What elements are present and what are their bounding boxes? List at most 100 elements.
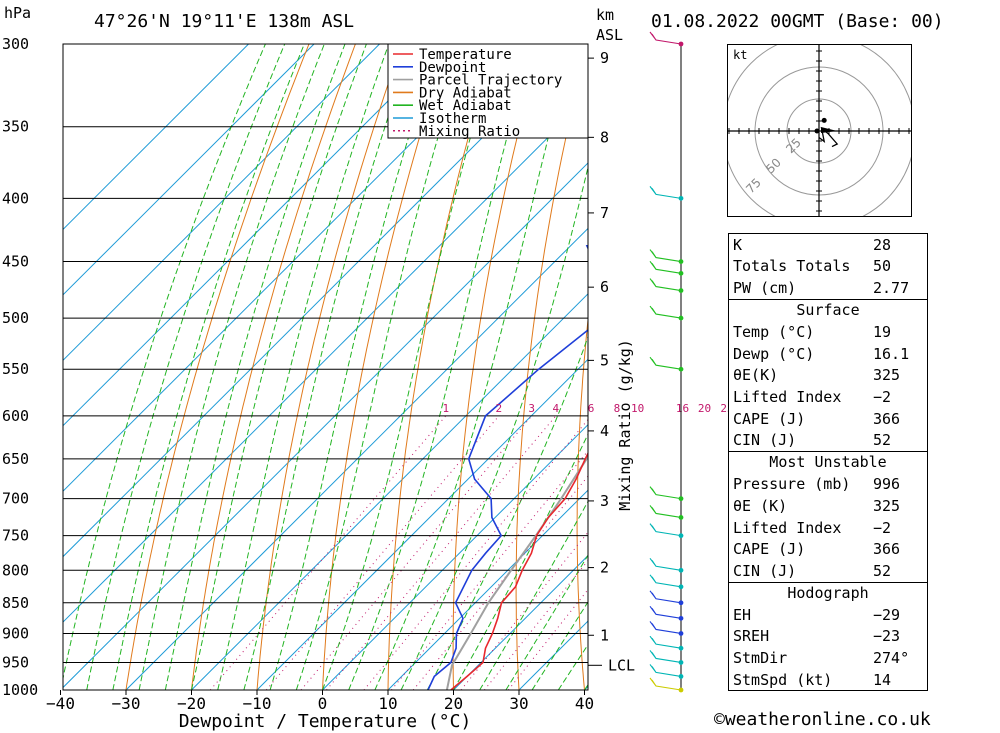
pressure-tick-label: 400 [2, 189, 29, 207]
wind-barbs [649, 31, 684, 693]
totals-totals-label: Totals Totals [733, 257, 851, 276]
mixing-ratio-line [265, 415, 500, 690]
surface-cin-value: 52 [873, 431, 892, 450]
height-tick-label: 3 [600, 492, 609, 510]
surface-cape-label: CAPE (J) [733, 409, 806, 428]
mixing-ratio-line [363, 418, 588, 690]
wet-adiabat-line [479, 500, 588, 690]
wind-barb [649, 31, 682, 45]
wind-barb [649, 664, 682, 677]
k-index-value: 28 [873, 235, 892, 254]
wind-barb [649, 486, 682, 500]
temperature-tick-label: −20 [177, 694, 206, 713]
isotherm-line [256, 358, 588, 690]
height-tick-label: 4 [600, 422, 609, 440]
parcel-trajectory-line [445, 454, 588, 690]
height-tick-label: 2 [600, 559, 609, 577]
wet-adiabat-line [243, 44, 414, 690]
pw-label: PW (cm) [733, 278, 797, 297]
height-unit-km: km [596, 6, 614, 24]
storm-motion-arrow [821, 127, 838, 133]
pressure-tick-label: 750 [2, 527, 29, 545]
surface-dewp-label: Dewp (°C) [733, 344, 815, 363]
wind-barb [649, 621, 682, 635]
mixing-ratio-label: 4 [552, 402, 559, 415]
temperature-line [450, 451, 588, 690]
isotherm-line [63, 44, 380, 361]
isotherm-line [63, 162, 588, 689]
mu-cin-value: 52 [873, 561, 892, 580]
pressure-tick-label: 300 [2, 35, 29, 53]
surface-temp-value: 19 [873, 323, 892, 342]
height-tick-label: 1 [600, 626, 609, 644]
mixing-ratio-labels: 1 2 3 4 6 8 10 16 20 25 [443, 402, 734, 415]
height-tick-label: 9 [600, 49, 609, 67]
mixing-ratio-label: 8 [614, 402, 621, 415]
pressure-unit-label: hPa [4, 4, 31, 22]
hodograph-ring-label: 25 [783, 135, 804, 156]
mixing-ratio-label: 1 [443, 402, 450, 415]
hodograph-unit: kt [733, 48, 747, 62]
surface-dewp-value: 16.1 [873, 344, 910, 363]
pressure-axis: 300 350 400 450 500 550 600 650 700 750 800 850 900 9… [2, 35, 38, 699]
wet-adiabat-line [426, 335, 588, 690]
height-unit-asl: ASL [596, 26, 623, 44]
wind-barb [649, 356, 682, 370]
sounding-profiles [427, 244, 588, 690]
credit-link[interactable]: ©weatheronline.co.uk [714, 709, 931, 730]
mu-cin-label: CIN (J) [733, 561, 797, 580]
pressure-tick-label: 900 [2, 624, 29, 642]
mixing-ratio-label: 20 [698, 402, 711, 415]
wind-barb [649, 635, 682, 649]
height-tick-label: 6 [600, 278, 609, 296]
mixing-ratio-line [326, 415, 557, 690]
mixing-ratio-axis-label: Mixing Ratio (g/kg) [616, 339, 634, 511]
temperature-tick-label: −30 [112, 694, 141, 713]
pressure-tick-label: 700 [2, 490, 29, 508]
surface-lifted-index-label: Lifted Index [733, 387, 842, 406]
eh-label: EH [733, 605, 752, 624]
legend-label: Parcel Trajectory [419, 73, 562, 89]
wind-barb [649, 249, 682, 263]
datetime-label: 01.08.2022 00GMT (Base: 00) [651, 11, 944, 32]
eh-value: −29 [873, 605, 901, 624]
wind-barb [649, 574, 682, 588]
legend-label: Dewpoint [419, 60, 486, 76]
wind-barb [649, 186, 682, 199]
dry-adiabat-line [956, 44, 1000, 690]
dry-adiabat-line [452, 44, 542, 690]
wet-adiabat-line [348, 44, 533, 690]
isotherm-line [387, 489, 588, 690]
pressure-tick-label: 450 [2, 253, 29, 271]
wind-barb [649, 305, 682, 319]
mixing-ratio-label: 3 [528, 402, 535, 415]
hodograph-ring-label: 50 [763, 155, 784, 176]
storm-direction-label: StmDir [733, 649, 788, 668]
mixing-ratio-line [300, 415, 533, 690]
wind-barb [649, 606, 682, 619]
storm-speed-value: 14 [873, 670, 892, 689]
temperature-tick-label: 0 [318, 694, 328, 713]
hodograph-surface-dot [821, 117, 827, 123]
most-unstable-title: Most Unstable [769, 452, 887, 471]
storm-direction-value: 274° [873, 649, 910, 668]
pressure-tick-label: 350 [2, 118, 29, 136]
pressure-tick-label: 550 [2, 360, 29, 378]
wind-barb [649, 650, 682, 664]
height-tick-label: 7 [600, 204, 609, 222]
x-axis-label: Dewpoint / Temperature (°C) [179, 711, 472, 732]
temperature-axis: −40 −30 −20 −10 0 10 20 30 40 [46, 690, 594, 713]
temperature-tick-label: −10 [243, 694, 272, 713]
dry-adiabat-line [694, 44, 727, 690]
mu-lifted-index-value: −2 [873, 518, 892, 537]
surface-temp-label: Temp (°C) [733, 323, 815, 342]
dry-adiabat-line [322, 44, 449, 690]
wind-barb [649, 505, 682, 518]
legend-label: Dry Adiabat [419, 85, 512, 101]
pressure-tick-label: 850 [2, 594, 29, 612]
pw-value: 2.77 [873, 278, 910, 297]
surface-lifted-index-value: −2 [873, 387, 892, 406]
location-label: 47°26'N 19°11'E 138m ASL [94, 11, 354, 32]
isotherm-line [63, 44, 249, 231]
